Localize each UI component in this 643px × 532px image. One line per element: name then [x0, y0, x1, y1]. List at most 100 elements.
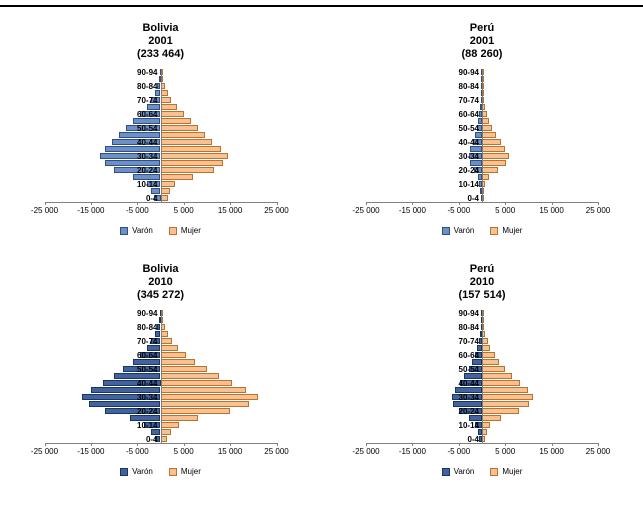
mujer-bar [482, 352, 495, 358]
mujer-bar [160, 352, 186, 358]
mujer-bar [482, 160, 507, 166]
mujer-bar [160, 90, 168, 96]
mujer-legend-label: Mujer [180, 467, 201, 476]
varon-bar [146, 181, 161, 187]
chart-year: 2010 [469, 276, 495, 288]
x-axis-tick-label: -25 000 [352, 206, 380, 215]
varon-bar [132, 118, 161, 124]
x-axis-tick-label: 5 000 [173, 447, 194, 456]
age-axis-label: 40-44 [137, 138, 158, 147]
varon-bar [464, 373, 482, 379]
age-axis-label: 80-84 [137, 82, 158, 91]
x-axis-tick [230, 443, 232, 446]
x-axis-tick [598, 202, 599, 205]
legend: Varón Mujer [120, 226, 201, 235]
mujer-bar [160, 331, 168, 337]
mujer-bar [482, 146, 506, 152]
varon-bar [475, 352, 482, 358]
x-axis-tick-label: -5 000 [125, 206, 149, 215]
x-axis-tick [505, 202, 507, 205]
varon-bar [479, 111, 482, 117]
mujer-bar [482, 139, 501, 145]
varon-legend-label: Varón [132, 226, 153, 235]
mujer-bar [160, 111, 184, 117]
mujer-bar [482, 373, 513, 379]
varon-bar [476, 125, 482, 131]
mujer-legend-label: Mujer [180, 226, 201, 235]
varon-bar [480, 331, 483, 337]
varon-bar [102, 380, 161, 386]
age-axis-label: 70-74 [137, 96, 158, 105]
varon-bar [478, 118, 482, 124]
varon-bar [157, 324, 161, 330]
mujer-bar [482, 422, 491, 428]
age-axis-label: 90-94 [137, 309, 158, 318]
varon-bar [468, 366, 482, 372]
varon-bar [139, 111, 161, 117]
varon-bar [475, 422, 482, 428]
varon-bar [472, 139, 482, 145]
x-axis-tick-label: 15 000 [539, 206, 564, 215]
age-axis-label: 50-54 [458, 124, 479, 133]
varon-bar [470, 160, 482, 166]
varon-legend-swatch [120, 467, 129, 476]
varon-bar [104, 146, 161, 152]
chart-bolivia-2010: Bolivia 2010 (345 272) -25 000 -15 000 -5 … [0, 263, 321, 476]
varon-bar [90, 387, 161, 393]
mujer-bar [160, 125, 198, 131]
varon-legend-label: Varón [132, 467, 153, 476]
varon-bar [158, 317, 161, 323]
varon-legend-label: Varón [453, 226, 475, 235]
mujer-bar [482, 132, 496, 138]
x-axis-tick-label: -25 000 [30, 447, 59, 456]
mujer-bar [160, 118, 191, 124]
mujer-bar [160, 174, 193, 180]
varon-bar [480, 104, 483, 110]
mujer-bar [160, 366, 207, 372]
varon-bar [470, 146, 482, 152]
x-axis-tick-label: -25 000 [30, 206, 59, 215]
mujer-bar [160, 195, 168, 201]
age-axis-label: 90-94 [458, 68, 479, 77]
mujer-bar [160, 359, 196, 365]
mujer-bar [482, 167, 499, 173]
x-axis-tick [598, 443, 599, 446]
x-axis-tick-label: -15 000 [77, 206, 105, 215]
varon-bar [475, 132, 482, 138]
chart-bolivia-2001: Bolivia 2001 (233 464) -25 000 -15 000 -5 … [0, 22, 321, 235]
x-axis-tick [551, 202, 553, 205]
x-axis-tick-label: 25 000 [264, 206, 289, 215]
mujer-bar [160, 167, 214, 173]
chart-total: (157 514) [458, 289, 506, 301]
x-axis-tick [183, 443, 185, 446]
age-axis-label: 30-34 [458, 152, 479, 161]
x-axis-tick-label: -15 000 [398, 206, 426, 215]
mujer-bar [160, 422, 180, 428]
varon-bar [111, 139, 161, 145]
zero-axis-line [482, 69, 483, 202]
varon-bar [477, 429, 482, 435]
varon-bar [451, 394, 482, 400]
mujer-bar [482, 408, 520, 414]
x-axis-tick [44, 443, 46, 446]
mujer-bar [160, 132, 205, 138]
age-axis-label: 50-54 [458, 365, 479, 374]
varon-bar [104, 408, 161, 414]
mujer-legend-swatch [490, 467, 499, 476]
x-axis-tick-label: 25 000 [585, 206, 611, 215]
age-axis-label: 80-84 [458, 323, 479, 332]
age-axis-label: 70-74 [458, 96, 479, 105]
age-axis-label: 50-54 [137, 365, 158, 374]
x-axis-tick [90, 443, 92, 446]
varon-bar [118, 132, 161, 138]
x-axis-tick-label: -25 000 [352, 447, 380, 456]
x-axis-tick [90, 202, 92, 205]
chart-total: (233 464) [136, 48, 185, 60]
chart-grid: Bolivia 2001 (233 464) -25 000 -15 000 -5 … [0, 16, 643, 476]
varon-bar [469, 153, 482, 159]
varon-bar [154, 436, 161, 442]
age-axis-label: 70-74 [458, 337, 479, 346]
x-axis-tick-label: -5 000 [447, 447, 471, 456]
age-axis-label: 10-14 [137, 421, 158, 430]
varon-bar [473, 167, 482, 173]
